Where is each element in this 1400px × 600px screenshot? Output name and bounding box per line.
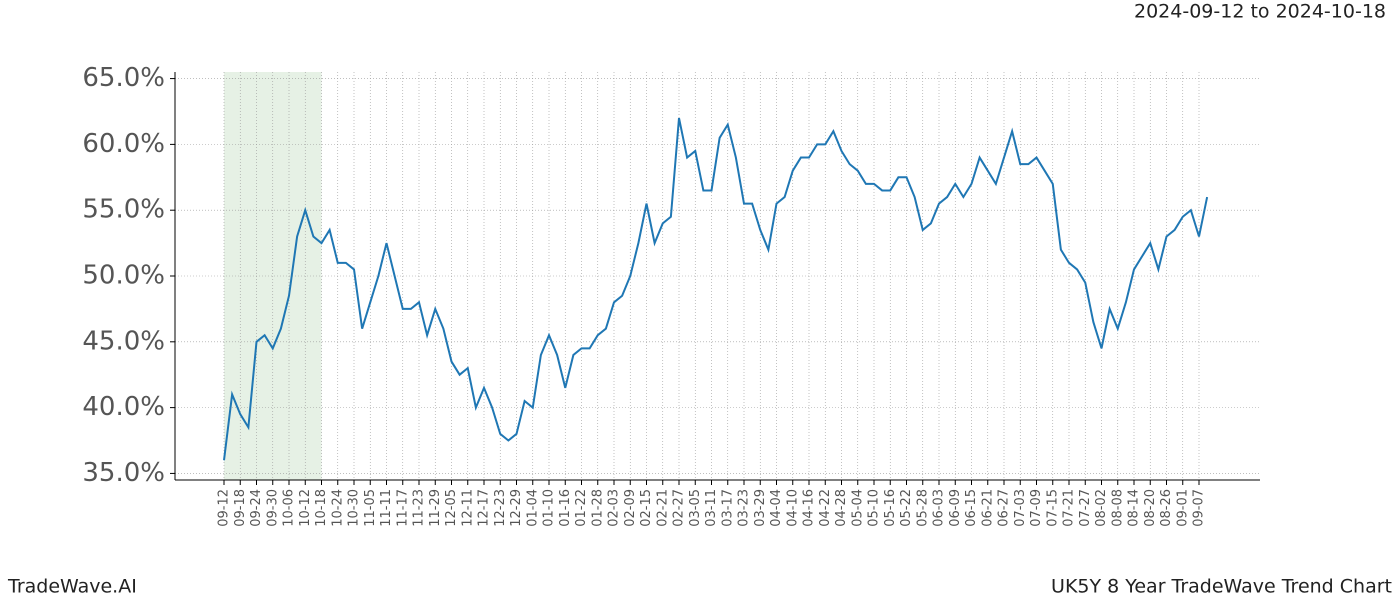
x-tick-label: 06-03 <box>932 489 947 527</box>
x-tick-label: 09-30 <box>265 489 280 527</box>
x-tick-label: 07-03 <box>1013 489 1028 527</box>
x-tick-label: 05-22 <box>899 489 914 527</box>
x-tick-label: 03-29 <box>753 489 768 527</box>
y-tick-label: 35.0% <box>82 458 165 488</box>
x-tick-label: 07-09 <box>1029 489 1044 527</box>
x-tick-label: 02-15 <box>639 489 654 527</box>
x-tick-label: 06-15 <box>964 489 979 527</box>
x-tick-label: 03-17 <box>720 489 735 527</box>
x-tick-label: 11-29 <box>428 489 443 527</box>
x-tick-label: 09-18 <box>233 489 248 527</box>
y-tick-label: 50.0% <box>82 261 165 291</box>
x-tick-label: 06-09 <box>948 489 963 527</box>
x-tick-label: 01-04 <box>525 489 540 527</box>
x-tick-label: 11-05 <box>363 489 378 527</box>
x-tick-label: 07-27 <box>1078 489 1093 527</box>
x-tick-label: 02-03 <box>607 489 622 527</box>
x-tick-label: 12-11 <box>460 489 475 527</box>
x-tick-label: 07-15 <box>1045 489 1060 527</box>
x-tick-label: 01-28 <box>590 489 605 527</box>
x-tick-label: 09-24 <box>249 489 264 527</box>
x-tick-label: 10-18 <box>314 489 329 527</box>
x-tick-label: 09-12 <box>217 489 232 527</box>
x-tick-label: 02-21 <box>655 489 670 527</box>
x-tick-label: 05-16 <box>883 489 898 527</box>
x-tick-label: 08-20 <box>1143 489 1158 527</box>
x-tick-label: 12-29 <box>509 489 524 527</box>
x-tick-label: 05-10 <box>867 489 882 527</box>
x-tick-label: 06-21 <box>980 489 995 527</box>
x-tick-label: 04-10 <box>785 489 800 527</box>
x-tick-label: 10-24 <box>330 489 345 527</box>
x-tick-label: 11-17 <box>395 489 410 527</box>
x-tick-label: 03-05 <box>688 489 703 527</box>
x-tick-label: 11-23 <box>412 489 427 527</box>
y-tick-label: 60.0% <box>82 129 165 159</box>
x-tick-label: 08-08 <box>1110 489 1125 527</box>
y-tick-label: 65.0% <box>82 63 165 93</box>
x-tick-label: 10-12 <box>298 489 313 527</box>
x-tick-label: 04-22 <box>818 489 833 527</box>
x-tick-label: 09-07 <box>1192 489 1207 527</box>
x-tick-label: 10-06 <box>282 489 297 527</box>
y-tick-label: 55.0% <box>82 195 165 225</box>
x-tick-label: 10-30 <box>347 489 362 527</box>
footer-left: TradeWave.AI <box>7 576 137 598</box>
x-tick-label: 04-28 <box>834 489 849 527</box>
x-tick-label: 01-10 <box>542 489 557 527</box>
x-tick-label: 12-05 <box>444 489 459 527</box>
x-tick-label: 03-23 <box>737 489 752 527</box>
footer-right: UK5Y 8 Year TradeWave Trend Chart <box>1051 576 1392 598</box>
x-tick-label: 02-09 <box>623 489 638 527</box>
x-tick-label: 12-17 <box>477 489 492 527</box>
x-tick-label: 05-04 <box>850 489 865 527</box>
x-tick-label: 11-11 <box>379 489 394 527</box>
x-tick-label: 08-26 <box>1159 489 1174 527</box>
x-tick-label: 03-11 <box>704 489 719 527</box>
x-tick-label: 04-16 <box>802 489 817 527</box>
x-tick-label: 04-04 <box>769 489 784 527</box>
x-tick-label: 07-21 <box>1062 489 1077 527</box>
x-tick-label: 06-27 <box>997 489 1012 527</box>
x-tick-label: 12-23 <box>493 489 508 527</box>
x-tick-label: 01-16 <box>558 489 573 527</box>
chart-title: 2024-09-12 to 2024-10-18 <box>1134 1 1386 23</box>
series-line <box>223 117 1209 461</box>
x-tick-label: 02-27 <box>672 489 687 527</box>
y-tick-label: 40.0% <box>82 392 165 422</box>
x-tick-label: 09-01 <box>1175 489 1190 527</box>
x-tick-label: 05-28 <box>915 489 930 527</box>
x-tick-label: 01-22 <box>574 489 589 527</box>
y-tick-label: 45.0% <box>82 326 165 356</box>
x-tick-label: 08-14 <box>1127 489 1142 527</box>
x-tick-label: 08-02 <box>1094 489 1109 527</box>
